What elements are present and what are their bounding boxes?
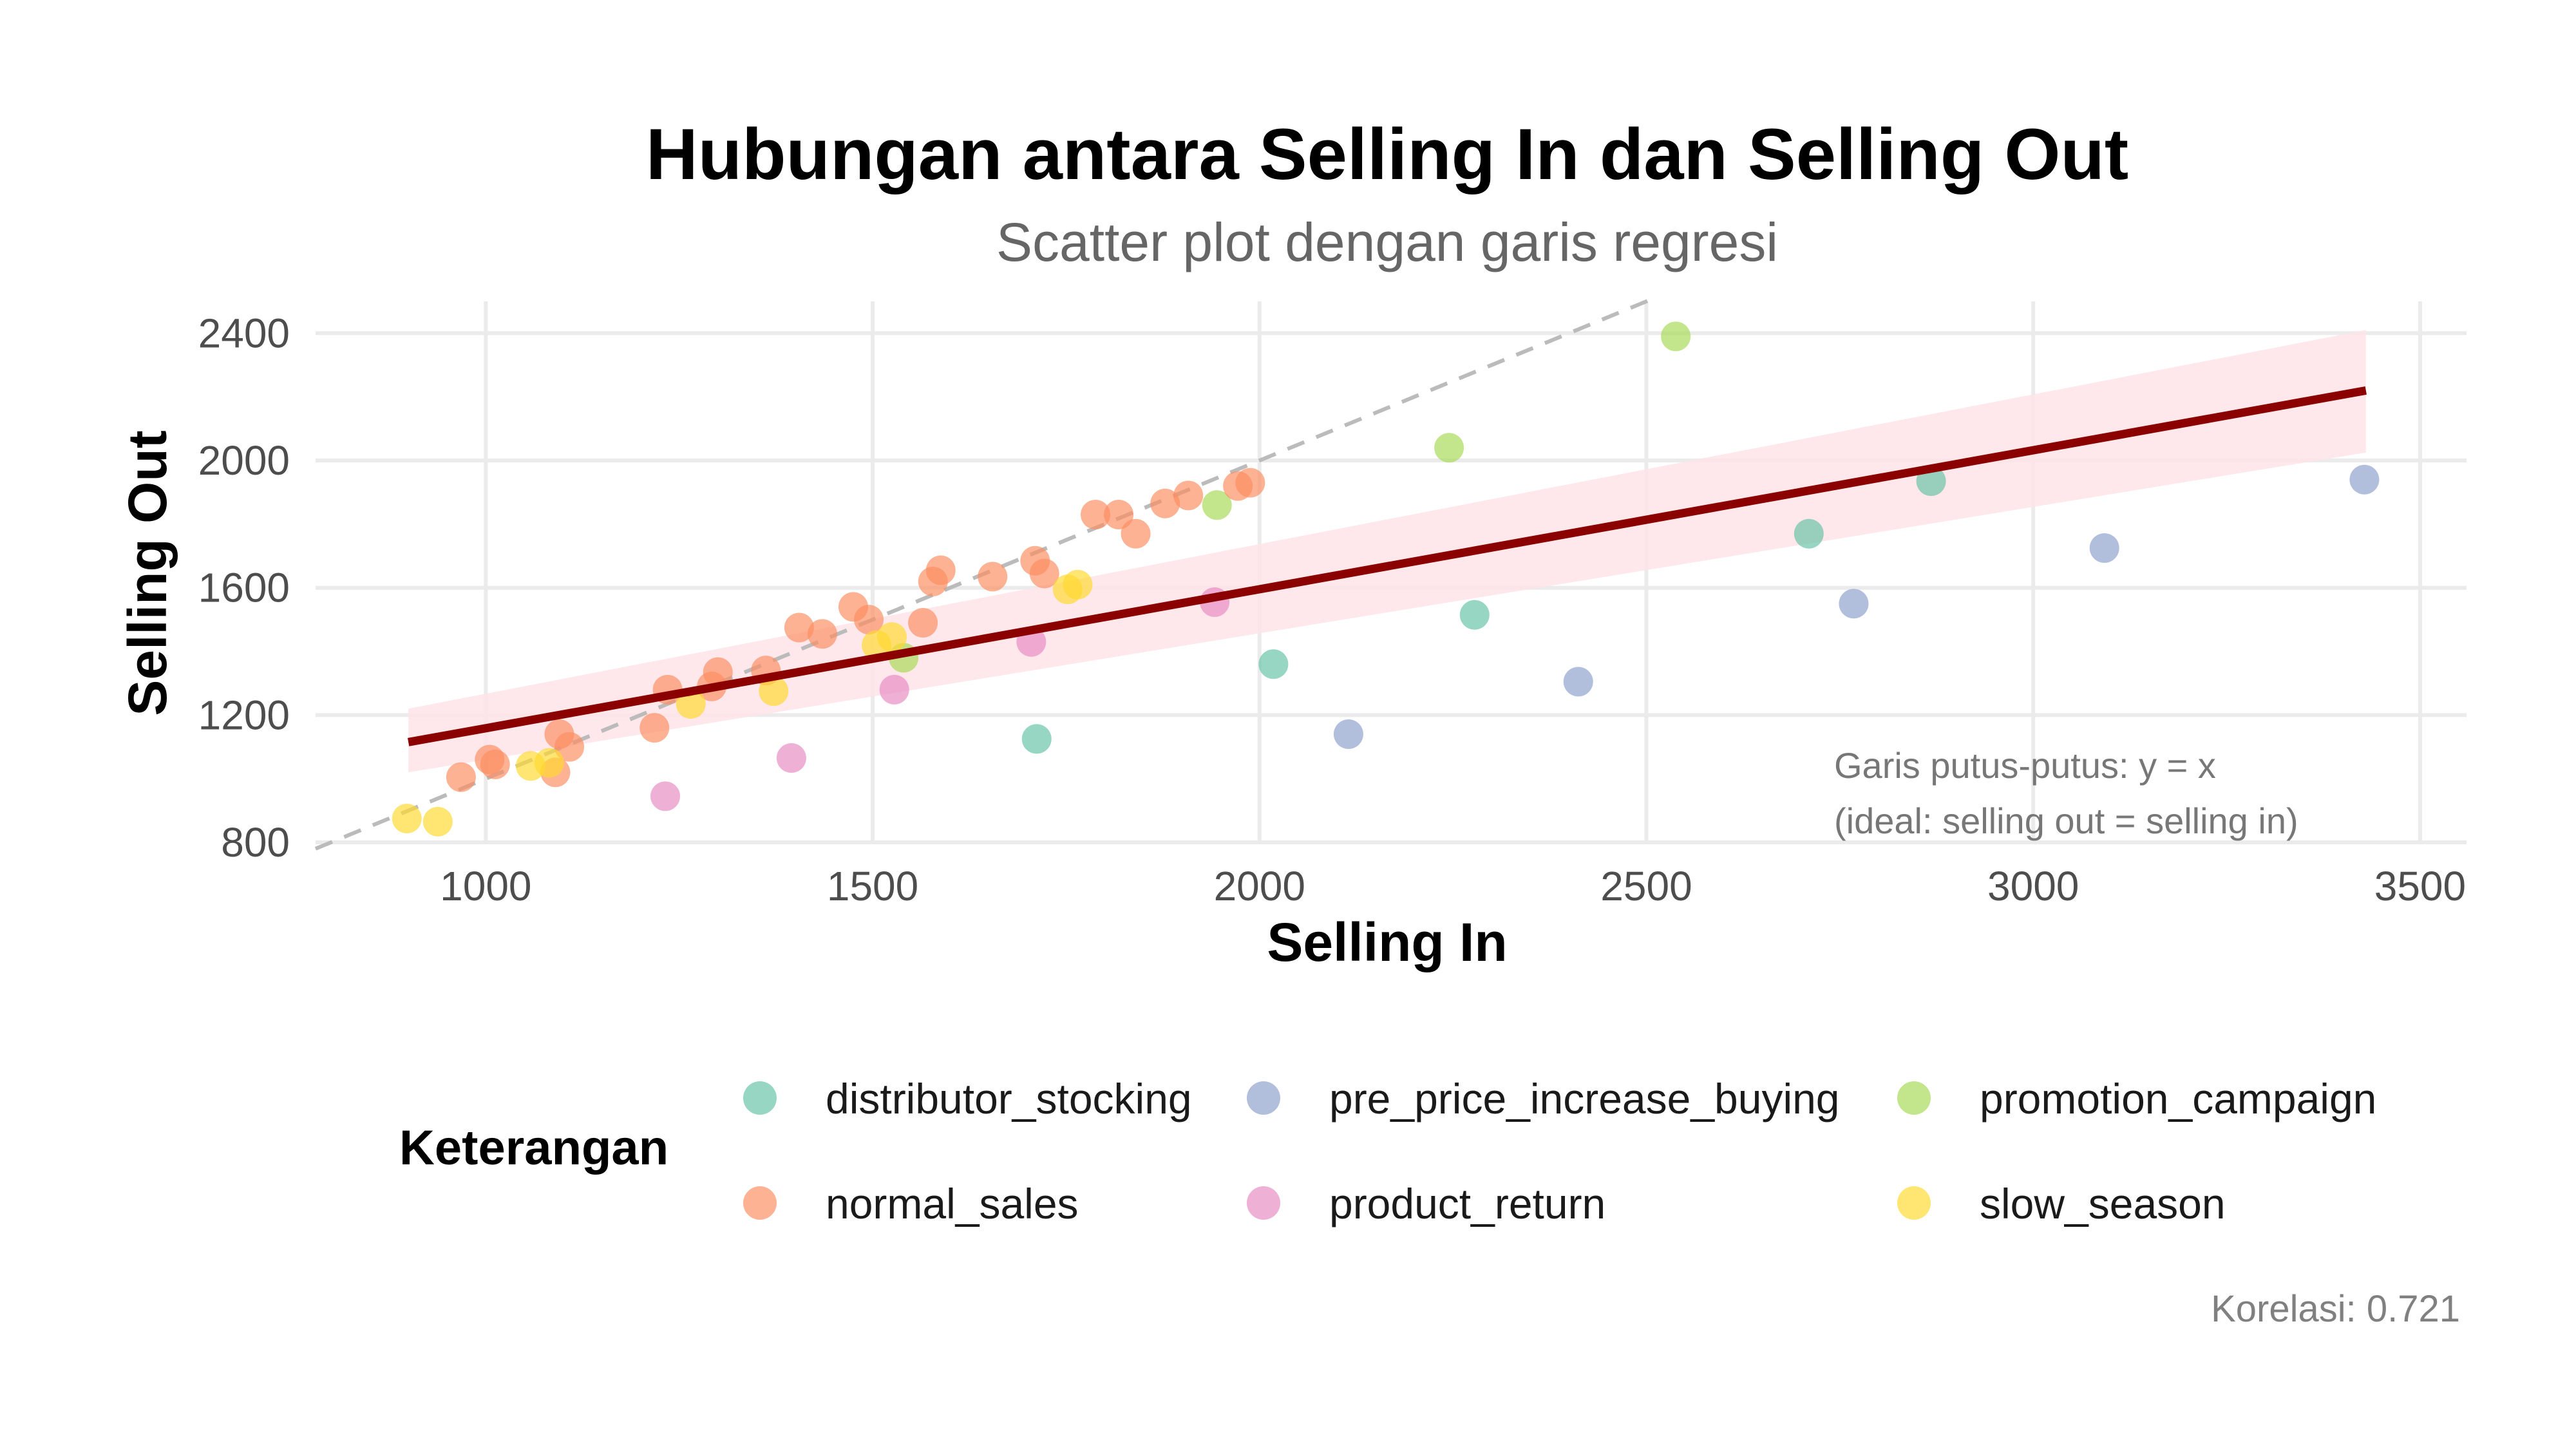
- point-normal-sales: [1121, 518, 1151, 549]
- point-product-return: [776, 743, 806, 773]
- point-slow-season: [534, 748, 564, 778]
- y-tick-label: 1200: [198, 692, 290, 738]
- y-tick-label: 2400: [198, 310, 290, 356]
- x-tick-label: 3500: [2374, 863, 2466, 909]
- y-axis-label: Selling Out: [117, 430, 178, 715]
- point-normal-sales: [1173, 480, 1204, 511]
- point-slow-season: [392, 803, 422, 833]
- point-promotion-campaign: [1434, 433, 1464, 463]
- legend-label: promotion_campaign: [1980, 1075, 2376, 1122]
- point-distributor-stocking: [1258, 649, 1289, 679]
- point-pre-price-increase-buying: [2349, 464, 2380, 495]
- y-tick-label: 1600: [198, 565, 290, 611]
- legend-label: normal_sales: [826, 1180, 1079, 1227]
- point-promotion-campaign: [1661, 321, 1691, 352]
- point-normal-sales: [554, 732, 585, 762]
- point-normal-sales: [1029, 558, 1059, 589]
- y-tick-labels: 800 1200 1600 2000 2400: [198, 310, 290, 866]
- identity-note-line1: Garis putus-putus: y = x: [1834, 745, 2216, 786]
- legend-label: product_return: [1329, 1180, 1605, 1227]
- point-normal-sales: [703, 657, 733, 687]
- point-normal-sales: [784, 612, 814, 643]
- x-axis-label: Selling In: [1267, 912, 1507, 972]
- point-slow-season: [759, 676, 789, 706]
- scatter-points: [392, 321, 2380, 837]
- legend-key-slow-season: [1897, 1186, 1931, 1220]
- point-normal-sales: [480, 749, 510, 779]
- legend-label: slow_season: [1980, 1180, 2226, 1227]
- point-distributor-stocking: [1021, 724, 1052, 754]
- point-pre-price-increase-buying: [1563, 667, 1593, 697]
- y-tick-label: 800: [221, 819, 290, 866]
- x-tick-label: 1500: [827, 863, 918, 909]
- point-normal-sales: [908, 608, 938, 638]
- x-tick-label: 1000: [440, 863, 531, 909]
- legend-key-normal-sales: [743, 1186, 777, 1220]
- x-tick-labels: 1000 1500 2000 2500 3000 3500: [440, 863, 2466, 909]
- point-normal-sales: [1104, 500, 1134, 530]
- point-distributor-stocking: [1459, 600, 1490, 630]
- point-normal-sales: [1235, 468, 1265, 498]
- point-normal-sales: [807, 619, 837, 649]
- point-pre-price-increase-buying: [1839, 589, 1869, 619]
- point-slow-season: [1063, 569, 1093, 600]
- point-pre-price-increase-buying: [1333, 719, 1363, 749]
- point-slow-season: [877, 622, 907, 652]
- x-tick-label: 3000: [1987, 863, 2079, 909]
- point-product-return: [650, 781, 681, 811]
- point-normal-sales: [639, 713, 670, 743]
- point-normal-sales: [1081, 500, 1111, 530]
- regression-line-layer: [408, 386, 2367, 746]
- legend-key-distributor-stocking: [743, 1081, 777, 1115]
- legend-key-product-return: [1247, 1186, 1280, 1220]
- point-normal-sales: [1150, 488, 1180, 518]
- correlation-label: Korelasi: 0.721: [2211, 1288, 2460, 1330]
- point-normal-sales: [978, 562, 1008, 592]
- legend-key-pre-price-increase-buying: [1247, 1081, 1280, 1115]
- point-normal-sales: [446, 762, 476, 792]
- point-normal-sales: [925, 555, 956, 585]
- regression-line: [408, 386, 2367, 746]
- x-tick-label: 2000: [1214, 863, 1305, 909]
- y-tick-label: 2000: [198, 437, 290, 484]
- legend-title: Keterangan: [399, 1121, 668, 1175]
- legend-label: pre_price_increase_buying: [1329, 1075, 1840, 1122]
- point-slow-season: [422, 806, 453, 837]
- legend-key-promotion-campaign: [1897, 1081, 1931, 1115]
- point-normal-sales: [854, 605, 884, 635]
- chart-subtitle: Scatter plot dengan garis regresi: [996, 212, 1778, 272]
- point-pre-price-increase-buying: [2089, 533, 2119, 563]
- legend: distributor_stocking pre_price_increase_b…: [743, 1075, 2376, 1227]
- point-promotion-campaign: [1202, 490, 1232, 520]
- point-distributor-stocking: [1794, 518, 1824, 549]
- x-tick-label: 2500: [1600, 863, 1692, 909]
- point-product-return: [879, 674, 909, 705]
- identity-note-line2: (ideal: selling out = selling in): [1834, 800, 2298, 841]
- chart-title: Hubungan antara Selling In dan Selling O…: [646, 114, 2128, 194]
- legend-label: distributor_stocking: [826, 1075, 1192, 1122]
